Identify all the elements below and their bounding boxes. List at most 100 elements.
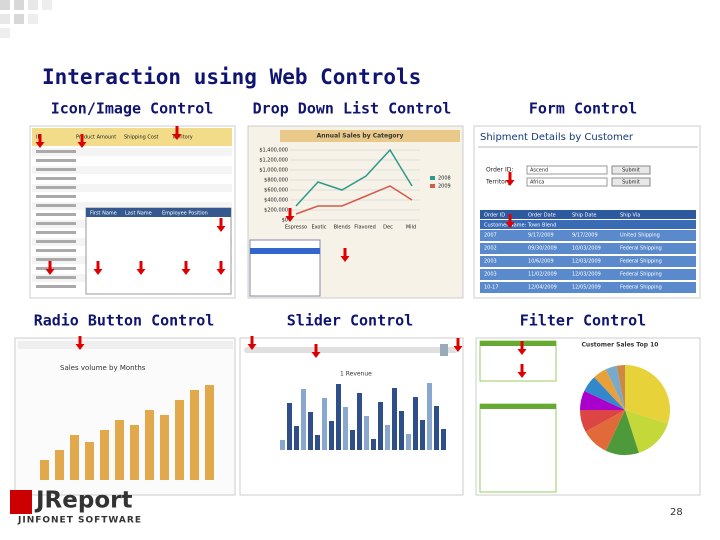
y-tick-label: $800,000 bbox=[264, 178, 288, 184]
filter-header bbox=[480, 341, 556, 346]
table-row bbox=[32, 157, 232, 165]
text-placeholder bbox=[36, 213, 76, 216]
bar bbox=[322, 398, 327, 450]
field-value: Ascend bbox=[530, 168, 548, 174]
table-row bbox=[32, 193, 232, 201]
bar bbox=[434, 406, 439, 450]
bar bbox=[130, 425, 139, 480]
arrow bbox=[505, 214, 515, 228]
chart-title: 1 Revenue bbox=[340, 371, 372, 378]
bar bbox=[364, 416, 369, 450]
filter-box[interactable] bbox=[479, 403, 557, 493]
y-tick-label: $0 bbox=[282, 218, 288, 224]
table-row bbox=[32, 175, 232, 183]
y-tick-label: $400,000 bbox=[264, 198, 288, 204]
header-cell: Employee Position bbox=[162, 211, 208, 217]
text-placeholder bbox=[36, 204, 76, 207]
arrow bbox=[453, 338, 463, 352]
table-cell: 2007 bbox=[484, 233, 497, 239]
chart-banner bbox=[280, 130, 460, 142]
logo-mark bbox=[10, 490, 32, 514]
legend-swatch bbox=[430, 176, 435, 180]
text-placeholder bbox=[36, 276, 76, 279]
table-cell: 10/03/2009 bbox=[572, 246, 601, 252]
chart-title: Sales volume by Months bbox=[60, 364, 146, 372]
submit-button[interactable] bbox=[611, 177, 651, 187]
bar bbox=[385, 425, 390, 450]
bar bbox=[378, 402, 383, 450]
bar bbox=[287, 403, 292, 450]
x-axis: Espresso Exotic Blends Flavored Dec Mild bbox=[285, 225, 416, 231]
text-placeholder bbox=[36, 177, 76, 180]
bar bbox=[115, 420, 124, 480]
table-cell: 12/03/2009 bbox=[572, 272, 601, 278]
form-table: Order ID Order Date Ship Date Ship Via Custo… bbox=[480, 210, 696, 293]
arrow bbox=[340, 248, 350, 262]
button-label: Submit bbox=[622, 168, 640, 174]
bar bbox=[145, 410, 154, 480]
pie-slice bbox=[625, 410, 668, 453]
slider-thumb[interactable] bbox=[440, 344, 448, 356]
logo-name: JReport bbox=[34, 488, 132, 514]
dropdown-selected bbox=[250, 248, 320, 254]
filter-header bbox=[480, 404, 556, 409]
section-label: Drop Down List Control bbox=[253, 100, 452, 118]
pie-slice bbox=[584, 377, 625, 410]
header-cell: First Name bbox=[90, 211, 117, 217]
text-placeholder bbox=[36, 285, 76, 288]
submit-button[interactable] bbox=[611, 165, 651, 175]
y-tick-label: $1,400,000 bbox=[259, 148, 288, 154]
field-input[interactable] bbox=[526, 177, 608, 187]
bar bbox=[350, 430, 355, 450]
bar bbox=[357, 393, 362, 450]
arrow bbox=[45, 261, 55, 275]
pie-slice bbox=[605, 410, 639, 456]
field-input[interactable] bbox=[526, 165, 608, 175]
y-tick-label: $600,000 bbox=[264, 188, 288, 194]
form-fields: Order ID: Ascend Submit Territory: Africa Sub… bbox=[485, 165, 651, 187]
arrow bbox=[77, 134, 87, 148]
pie-slice bbox=[580, 410, 625, 432]
text-placeholder bbox=[36, 258, 76, 261]
text-placeholder bbox=[36, 267, 76, 270]
table-cell: Federal Shipping bbox=[620, 259, 662, 265]
y-tick-label: $200,000 bbox=[264, 208, 288, 214]
text-placeholder bbox=[36, 222, 76, 225]
header-cell: Last Name bbox=[125, 211, 152, 217]
bar bbox=[301, 389, 306, 450]
y-axis: $1,400,000 $1,200,000 $1,000,000 $800,000 $6… bbox=[259, 148, 420, 224]
bar bbox=[336, 384, 341, 450]
filter-box[interactable] bbox=[479, 340, 557, 382]
arrow bbox=[505, 172, 515, 186]
section-label: Icon/Image Control bbox=[51, 100, 214, 118]
lines bbox=[295, 148, 413, 215]
bar bbox=[329, 421, 334, 450]
pie-slice bbox=[625, 365, 670, 424]
table-cell: 9/17/2009 bbox=[528, 233, 554, 239]
table-cell: 12/03/2009 bbox=[572, 259, 601, 265]
arrow bbox=[517, 341, 527, 355]
arrow bbox=[517, 364, 527, 378]
slider-track[interactable] bbox=[244, 347, 458, 353]
arrow bbox=[216, 218, 226, 232]
table-cell: 09/30/2009 bbox=[528, 246, 557, 252]
radio-bar[interactable] bbox=[18, 341, 233, 349]
bar bbox=[420, 420, 425, 450]
text-placeholder bbox=[36, 168, 76, 171]
bars bbox=[280, 383, 446, 450]
bar bbox=[406, 434, 411, 450]
table-cell: Federal Shipping bbox=[620, 285, 662, 291]
header-cell: Ship Date bbox=[572, 213, 596, 219]
bars bbox=[40, 385, 214, 480]
pie-slice bbox=[594, 369, 625, 410]
table-row bbox=[480, 282, 696, 293]
bar bbox=[55, 450, 64, 480]
table-row bbox=[480, 269, 696, 280]
text-placeholder bbox=[36, 159, 76, 162]
form-title: Shipment Details by Customer bbox=[480, 132, 634, 143]
arrow bbox=[93, 261, 103, 275]
text-placeholder bbox=[36, 249, 76, 252]
header-cell: Ship Via bbox=[620, 213, 640, 219]
table-cell: 10/6/2009 bbox=[528, 259, 554, 265]
